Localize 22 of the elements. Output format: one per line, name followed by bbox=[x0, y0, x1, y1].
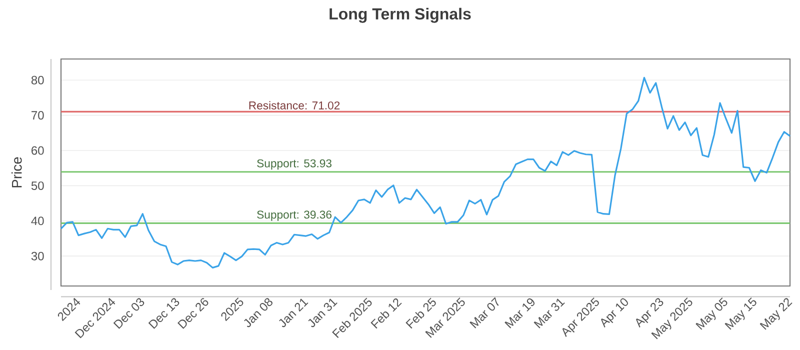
ref-line-label: Support: 53.93 bbox=[257, 159, 332, 170]
x-tick-label: Mar 07 bbox=[470, 297, 499, 328]
line-series bbox=[60, 76, 791, 268]
y-tick-label: 40 bbox=[31, 216, 44, 226]
y-tick-label: 80 bbox=[31, 76, 44, 84]
x-tick-label: Apr 10 bbox=[601, 298, 628, 328]
ref-line-label: Resistance: 71.02 bbox=[249, 101, 340, 110]
x-tick-label: Dec 26 bbox=[178, 298, 208, 329]
x-tick-label: Jan 08 bbox=[244, 298, 272, 328]
y-tick-label: 30 bbox=[31, 252, 44, 260]
x-tick-label: Mar 19 bbox=[504, 298, 534, 328]
y-tick-label: 70 bbox=[32, 111, 44, 120]
y-tick-label: 50 bbox=[31, 181, 44, 190]
y-axis-title: Price bbox=[12, 157, 22, 188]
x-tick-label: Jan 31 bbox=[308, 298, 338, 328]
chart-title: Long Term Signals bbox=[330, 8, 471, 23]
x-tick-label: May 22 bbox=[760, 298, 792, 330]
x-tick-label: Mar 31 bbox=[534, 298, 565, 328]
ref-line-label: Support: 39.36 bbox=[257, 210, 332, 221]
x-tick-label: Jan 21 bbox=[279, 298, 308, 328]
y-tick-label: 60 bbox=[32, 146, 44, 155]
x-tick-label: Feb 12 bbox=[370, 298, 402, 329]
